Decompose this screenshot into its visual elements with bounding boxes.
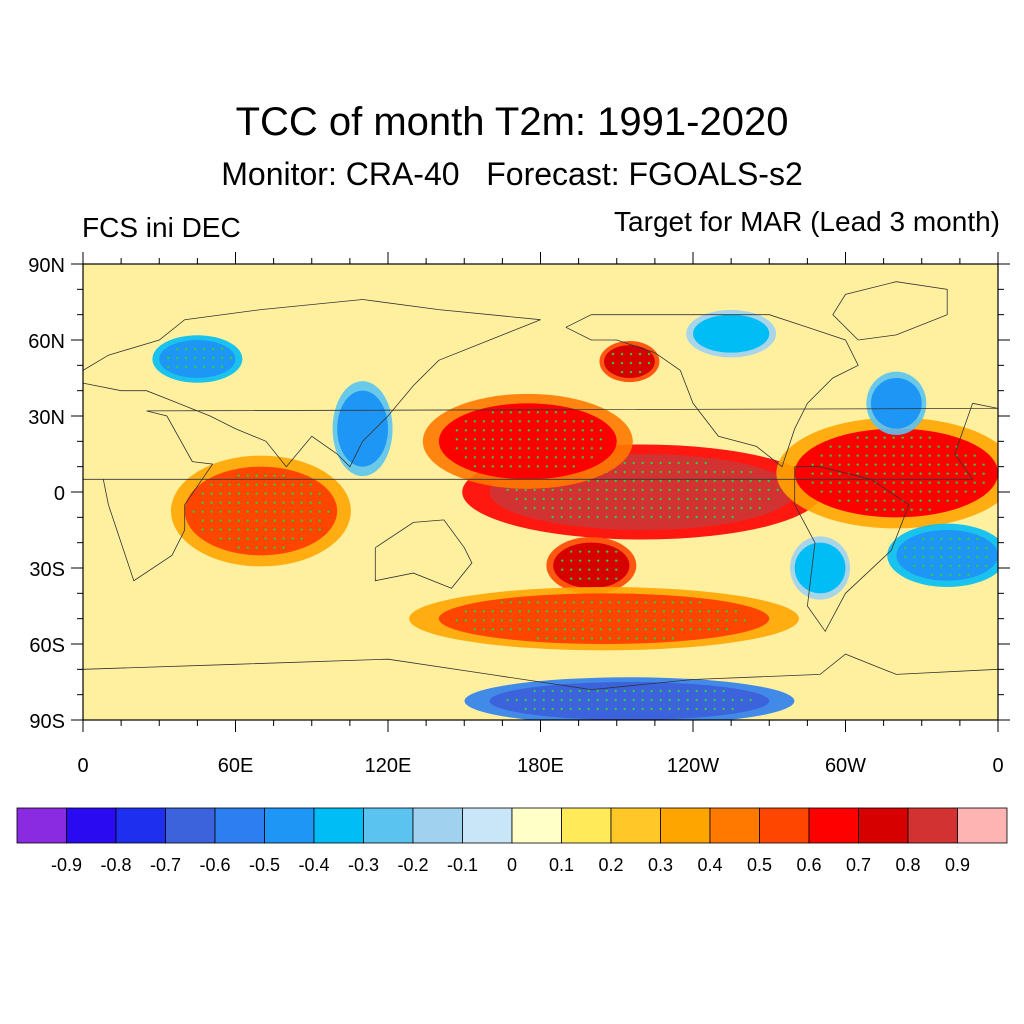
colorbar-label: -0.4 bbox=[298, 855, 329, 875]
region-east-asia bbox=[337, 390, 389, 467]
colorbar-label: 0.9 bbox=[945, 855, 970, 875]
colorbar: -0.9 -0.8 -0.7 -0.6 -0.5 -0.4 -0.3 -0.2 -0.1 0 0.1… bbox=[16, 807, 1008, 875]
colorbar-swatch bbox=[660, 807, 711, 844]
colorbar-label: 0.2 bbox=[598, 855, 623, 875]
y-tick-label: 30S bbox=[29, 559, 65, 581]
coastline bbox=[83, 653, 998, 691]
colorbar-swatch bbox=[214, 807, 265, 844]
stipple-antarctica-east bbox=[506, 689, 752, 711]
colorbar-swatch bbox=[363, 807, 414, 844]
x-tick-label: 0 bbox=[992, 755, 1003, 777]
colorbar-label: 0.8 bbox=[895, 855, 920, 875]
colorbar-label: -0.7 bbox=[150, 855, 181, 875]
colorbar-label: -0.1 bbox=[447, 855, 478, 875]
x-tick-label: 120E bbox=[365, 755, 412, 777]
correlation-field bbox=[83, 264, 998, 720]
colorbar-label: 0.6 bbox=[796, 855, 821, 875]
colorbar-swatch bbox=[264, 807, 315, 844]
stipple-tropical-atlantic bbox=[811, 436, 985, 511]
stipple-north-pacific-band bbox=[455, 411, 603, 468]
coastlines bbox=[83, 281, 998, 691]
region-antarctica-east bbox=[489, 682, 770, 720]
y-tick-label: 60N bbox=[28, 331, 65, 353]
colorbar-label: 0.7 bbox=[846, 855, 871, 875]
region-indian-ocean bbox=[184, 466, 338, 556]
coastline bbox=[832, 281, 948, 341]
chart-subtitle: Monitor: CRA-40 Forecast: FGOALS-s2 bbox=[221, 156, 803, 192]
region-central-asia bbox=[159, 340, 236, 378]
colorbar-label: -0.5 bbox=[249, 855, 280, 875]
x-tick-label: 120W bbox=[667, 755, 719, 777]
colorbar-swatch bbox=[858, 807, 909, 844]
colorbar-label: 0.3 bbox=[648, 855, 673, 875]
colorbar-swatch bbox=[709, 807, 760, 844]
colorbar-label: 0.1 bbox=[549, 855, 574, 875]
region-southern-ocean-pacific bbox=[438, 593, 770, 645]
region-north-atlantic bbox=[870, 378, 922, 429]
region-tropical-atlantic bbox=[794, 428, 998, 518]
region-north-pacific-band bbox=[438, 403, 617, 480]
x-tick-label: 60E bbox=[218, 755, 254, 777]
chart-title: TCC of month T2m: 1991-2020 bbox=[235, 100, 789, 144]
colorbar-label: -0.9 bbox=[51, 855, 82, 875]
colorbar-swatch bbox=[511, 807, 562, 844]
colorbar-swatch bbox=[313, 807, 364, 844]
region-north-america-nw bbox=[693, 314, 770, 353]
colorbar-swatch bbox=[957, 807, 1008, 844]
stipple-indian-ocean bbox=[192, 474, 330, 549]
colorbar-swatch bbox=[808, 807, 859, 844]
coastline bbox=[794, 466, 910, 633]
stipple-southern-ocean-pacific bbox=[455, 601, 747, 640]
coastline bbox=[83, 299, 541, 468]
x-tick-label: 60W bbox=[825, 755, 866, 777]
colorbar-label: -0.3 bbox=[348, 855, 379, 875]
colorbar-swatch bbox=[610, 807, 661, 844]
coastline bbox=[565, 314, 859, 468]
stipple-south-atlantic bbox=[904, 537, 988, 577]
y-tick-label: 60S bbox=[29, 635, 65, 657]
coastline bbox=[83, 402, 998, 582]
stipple-central-asia bbox=[167, 347, 233, 369]
y-tick-label: 30N bbox=[28, 407, 65, 429]
coastline bbox=[374, 519, 473, 589]
y-tick-label: 90S bbox=[29, 711, 65, 733]
colorbar-swatch bbox=[759, 807, 810, 844]
colorbar-swatch bbox=[66, 807, 117, 844]
colorbar-swatch bbox=[165, 807, 216, 844]
colorbar-swatch bbox=[412, 807, 463, 844]
region-south-america-sw bbox=[794, 542, 846, 594]
colorbar-label: 0.4 bbox=[697, 855, 722, 875]
init-label: FCS ini DEC bbox=[82, 212, 241, 243]
region-alaska-gulf bbox=[604, 345, 655, 378]
colorbar-swatch bbox=[462, 807, 513, 844]
colorbar-label: -0.6 bbox=[199, 855, 230, 875]
colorbar-swatch bbox=[115, 807, 166, 844]
stipple-alaska-gulf bbox=[611, 352, 651, 374]
colorbar-label: 0 bbox=[507, 855, 517, 875]
colorbar-swatch bbox=[561, 807, 612, 844]
colorbar-swatch bbox=[16, 807, 67, 844]
region-south-atlantic bbox=[896, 530, 998, 581]
x-tick-label: 0 bbox=[77, 755, 88, 777]
stipple-south-pacific-blob bbox=[561, 550, 618, 580]
region-south-pacific-blob bbox=[553, 542, 630, 589]
y-tick-label: 0 bbox=[54, 483, 65, 505]
target-label: Target for MAR (Lead 3 month) bbox=[614, 206, 1000, 237]
colorbar-label: 0.5 bbox=[747, 855, 772, 875]
y-tick-label: 90N bbox=[28, 255, 65, 277]
colorbar-swatch bbox=[907, 807, 958, 844]
x-tick-label: 180E bbox=[517, 755, 564, 777]
colorbar-label: -0.8 bbox=[100, 855, 131, 875]
colorbar-label: -0.2 bbox=[397, 855, 428, 875]
